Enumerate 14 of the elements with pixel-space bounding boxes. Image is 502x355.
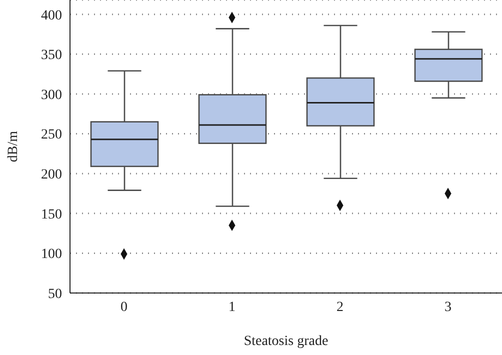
y-tick-label: 200 (41, 168, 62, 183)
x-tick-label: 3 (444, 300, 452, 315)
y-tick-label: 350 (41, 48, 62, 64)
x-axis-title: Steatosis grade (244, 334, 328, 349)
y-tick-label: 250 (41, 128, 62, 143)
x-tick-label: 2 (336, 300, 344, 315)
y-tick-label: 50 (48, 286, 62, 302)
x-tick-label: 0 (120, 300, 128, 315)
y-tick-label: 400 (41, 8, 62, 24)
y-tick-label: 300 (41, 88, 62, 103)
y-axis-title: dB/m (6, 130, 21, 162)
y-tick-label: 150 (41, 207, 62, 222)
x-tick-label: 1 (228, 300, 236, 315)
y-tick-label: 100 (41, 247, 62, 262)
